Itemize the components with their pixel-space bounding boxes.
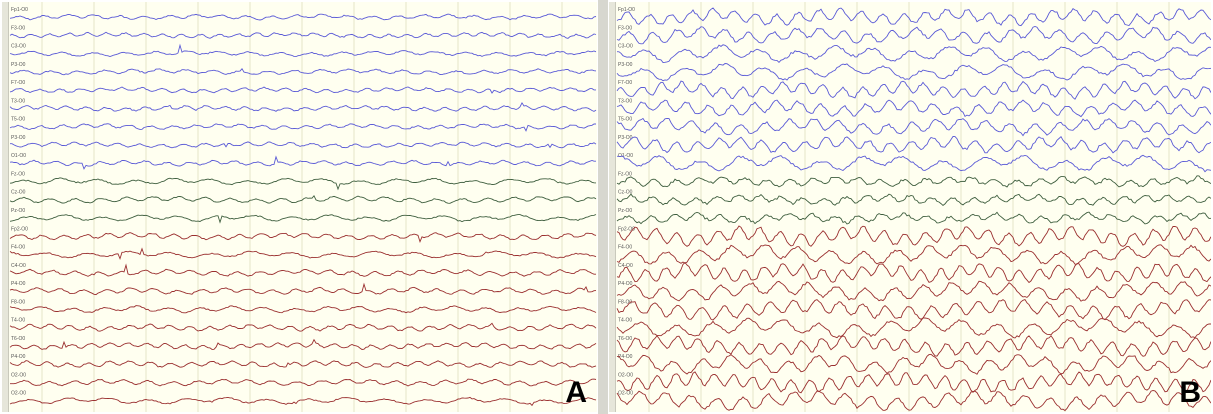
eeg-trace	[9, 43, 597, 58]
eeg-trace	[9, 360, 597, 368]
channel-label: C4-O0	[618, 263, 633, 269]
eeg-trace	[10, 378, 597, 387]
eeg-trace	[616, 117, 1211, 137]
channel-label: P4-O0	[11, 281, 26, 287]
eeg-trace	[616, 44, 1211, 64]
channel-label: P3-O0	[11, 62, 26, 68]
eeg-trace	[616, 154, 1211, 173]
eeg-trace	[9, 305, 597, 314]
channel-label: P3-O0	[618, 135, 633, 141]
eeg-trace	[616, 193, 1211, 206]
eeg-trace	[9, 102, 597, 112]
channel-label: C4-O0	[11, 263, 26, 269]
channel-label: O2-O0	[11, 372, 26, 378]
eeg-trace	[616, 225, 1211, 247]
channel-label: O1-O0	[618, 153, 633, 159]
eeg-trace	[616, 244, 1211, 265]
channel-gutter	[2, 2, 9, 412]
eeg-panel-b: Fp1-O0 F3-O0 C3-O0 P3-O0 F7-O0 T3-O0 T5-O0 P3-O…	[609, 2, 1211, 412]
eeg-trace	[9, 123, 596, 132]
eeg-trace	[9, 338, 597, 350]
eeg-trace	[9, 155, 596, 170]
channel-label: Fp2-O0	[11, 226, 28, 232]
eeg-trace	[616, 390, 1211, 412]
channel-label: F8-O0	[618, 299, 632, 305]
channel-label: Fz-O0	[11, 171, 25, 177]
channel-label: O2-O0	[11, 391, 26, 397]
eeg-trace	[616, 80, 1211, 100]
eeg-trace	[9, 68, 597, 76]
panel-label-b: B	[1179, 376, 1201, 409]
eeg-trace	[9, 396, 597, 407]
eeg-trace	[616, 280, 1211, 302]
channel-label: Fz-O0	[618, 171, 632, 177]
eeg-trace	[9, 177, 597, 191]
channel-gutter	[609, 2, 616, 412]
channel-label: F8-O0	[11, 299, 25, 305]
eeg-panel-a: Fp1-O0 F3-O0 C3-O0 P3-O0 F7-O0 T3-O0 T5-O0 P3-O…	[2, 2, 597, 412]
channel-label: C3-O0	[618, 44, 633, 50]
channel-label: F4-O0	[11, 245, 25, 251]
channel-label: P4-O0	[618, 354, 633, 360]
channel-label: T5-O0	[618, 117, 632, 123]
eeg-trace	[616, 298, 1211, 321]
channel-label: Fp2-O0	[618, 226, 635, 232]
eeg-trace	[616, 353, 1211, 375]
eeg-trace	[616, 7, 1211, 27]
eeg-trace	[9, 194, 597, 204]
eeg-trace	[9, 282, 597, 296]
channel-label: T6-O0	[11, 336, 25, 342]
eeg-traces-a: Fp1-O0 F3-O0 C3-O0 P3-O0 F7-O0 T3-O0 T5-O0 P3-O…	[9, 2, 597, 412]
eeg-trace	[616, 135, 1211, 154]
channel-label: Pz-O0	[11, 208, 25, 214]
eeg-trace	[9, 322, 597, 332]
eeg-trace	[616, 26, 1211, 45]
channel-label: Cz-O0	[618, 190, 633, 196]
eeg-trace	[9, 86, 596, 94]
channel-label: T6-O0	[618, 336, 632, 342]
channel-label: O2-O0	[618, 372, 633, 378]
channel-label: O1-O0	[11, 153, 26, 159]
channel-label: O2-O0	[618, 391, 633, 397]
eeg-trace	[616, 317, 1211, 339]
eeg-trace	[9, 247, 597, 261]
eeg-trace	[9, 232, 597, 244]
eeg-trace	[10, 141, 597, 149]
channel-label: T4-O0	[618, 318, 632, 324]
eeg-trace	[616, 63, 1211, 82]
channel-label: T3-O0	[618, 98, 632, 104]
channel-label: Cz-O0	[11, 190, 26, 196]
channel-label: F3-O0	[618, 25, 632, 31]
channel-label: P3-O0	[11, 135, 26, 141]
eeg-trace	[9, 31, 597, 39]
channel-label: F7-O0	[11, 80, 25, 86]
eeg-trace	[9, 13, 597, 21]
eeg-trace	[616, 175, 1211, 188]
eeg-trace	[9, 263, 596, 277]
panel-label-a: A	[565, 376, 587, 409]
eeg-trace	[616, 99, 1211, 118]
eeg-trace	[616, 335, 1211, 357]
eeg-trace	[9, 214, 597, 224]
channel-label: C3-O0	[11, 44, 26, 50]
channel-label: T4-O0	[11, 318, 25, 324]
channel-label: P4-O0	[618, 281, 633, 287]
channel-label: P4-O0	[11, 354, 26, 360]
channel-label: Fp1-O0	[11, 7, 28, 13]
channel-label: Fp1-O0	[618, 7, 635, 13]
eeg-trace	[616, 211, 1211, 225]
channel-label: P3-O0	[618, 62, 633, 68]
channel-label: F7-O0	[618, 80, 632, 86]
eeg-traces-b: Fp1-O0 F3-O0 C3-O0 P3-O0 F7-O0 T3-O0 T5-O0 P3-O…	[616, 2, 1211, 412]
eeg-trace	[616, 371, 1211, 394]
panel-divider	[598, 0, 608, 414]
channel-label: Pz-O0	[618, 208, 632, 214]
channel-label: T3-O0	[11, 98, 25, 104]
channel-label: F4-O0	[618, 245, 632, 251]
eeg-trace	[616, 261, 1211, 284]
channel-label: T5-O0	[11, 117, 25, 123]
channel-label: F3-O0	[11, 25, 25, 31]
